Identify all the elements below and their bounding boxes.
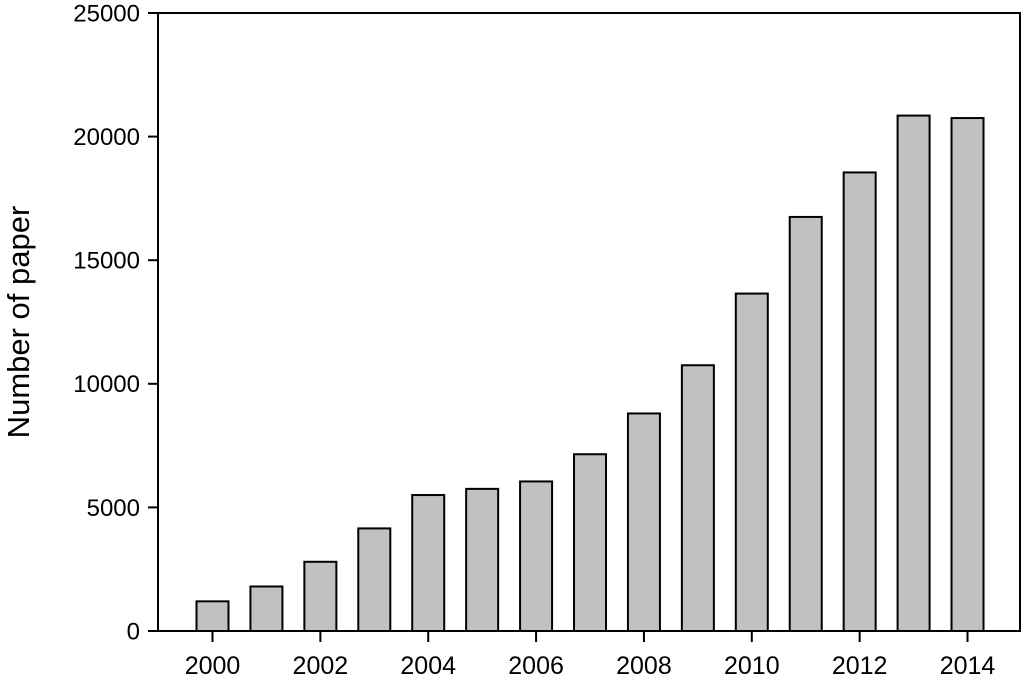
bar-2014 [950, 117, 985, 632]
bar-2002 [303, 560, 338, 633]
y-axis-ticks: 0 5000 10000 15000 20000 25000 [73, 0, 158, 645]
x-axis-ticks: 2000 2002 2004 2006 2008 2010 2012 2014 [185, 632, 996, 680]
y-tick-label: 15000 [73, 248, 140, 275]
x-tick-label: 2010 [724, 652, 780, 680]
x-tick-label: 2014 [940, 652, 996, 680]
bar-2012 [842, 171, 877, 632]
x-tick-label: 2008 [616, 652, 672, 680]
y-tick-label: 10000 [73, 371, 140, 398]
bar-2003 [357, 527, 392, 632]
bar-2011 [788, 215, 823, 632]
bar-2006 [519, 480, 554, 632]
x-tick-label: 2004 [400, 652, 456, 680]
bar-2010 [734, 292, 769, 632]
y-tick-label: 25000 [73, 0, 140, 27]
bar-2009 [680, 364, 715, 632]
y-axis-title: Number of paper [1, 206, 36, 439]
bar-2005 [465, 487, 500, 632]
bars-group [195, 114, 985, 633]
x-tick-label: 2006 [508, 652, 564, 680]
y-tick-label: 0 [127, 618, 140, 645]
x-tick-label: 2012 [832, 652, 888, 680]
x-tick-label: 2002 [293, 652, 349, 680]
plot-frame [157, 12, 1021, 632]
bar-2013 [896, 114, 931, 632]
bar-2000 [195, 600, 230, 633]
y-tick-label: 20000 [73, 124, 140, 151]
bar-2004 [411, 494, 446, 633]
y-tick-label: 5000 [87, 495, 140, 522]
bar-2001 [249, 585, 284, 632]
bar-2007 [573, 453, 608, 632]
x-tick-label: 2000 [185, 652, 241, 680]
bar-2008 [626, 412, 661, 632]
